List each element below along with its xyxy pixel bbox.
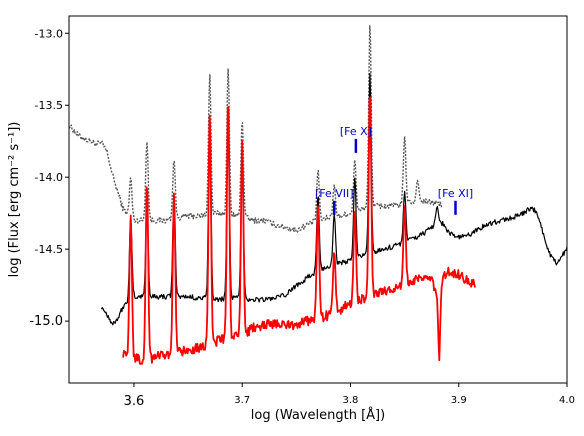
- annotation-layer: [Fe X] [Fe VII] [Fe XI]: [315, 125, 473, 215]
- x-tick-label: 3.8: [343, 395, 359, 406]
- y-tick-label: -13.0: [35, 27, 63, 40]
- x-tick-label: 3.9: [451, 395, 467, 406]
- x-tick-label: 4.0: [559, 395, 575, 406]
- series-red-line: [122, 96, 476, 365]
- x-tick-label: 3.6: [124, 394, 145, 409]
- y-tick-label: -14.0: [35, 171, 63, 184]
- y-tick-label: -13.5: [35, 99, 63, 112]
- x-axis: 3.6 3.7 3.8 3.9 4.0: [124, 383, 575, 409]
- x-tick-label: 3.7: [234, 395, 250, 406]
- plot-frame: [68, 15, 568, 384]
- series-dotted-line: [69, 25, 443, 234]
- annotation-label: [Fe X]: [340, 125, 372, 138]
- annotation-label: [Fe VII]: [315, 187, 354, 200]
- x-axis-label: log (Wavelength [Å]): [251, 407, 385, 423]
- y-axis-label: log (Flux [erg cm⁻² s⁻¹]): [7, 122, 22, 278]
- y-tick-label: -14.5: [35, 243, 63, 256]
- y-tick-label: -15.0: [29, 314, 63, 329]
- y-axis: -13.0 -13.5 -14.0 -14.5 -15.0: [29, 27, 69, 329]
- annotation-label: [Fe XI]: [438, 187, 473, 200]
